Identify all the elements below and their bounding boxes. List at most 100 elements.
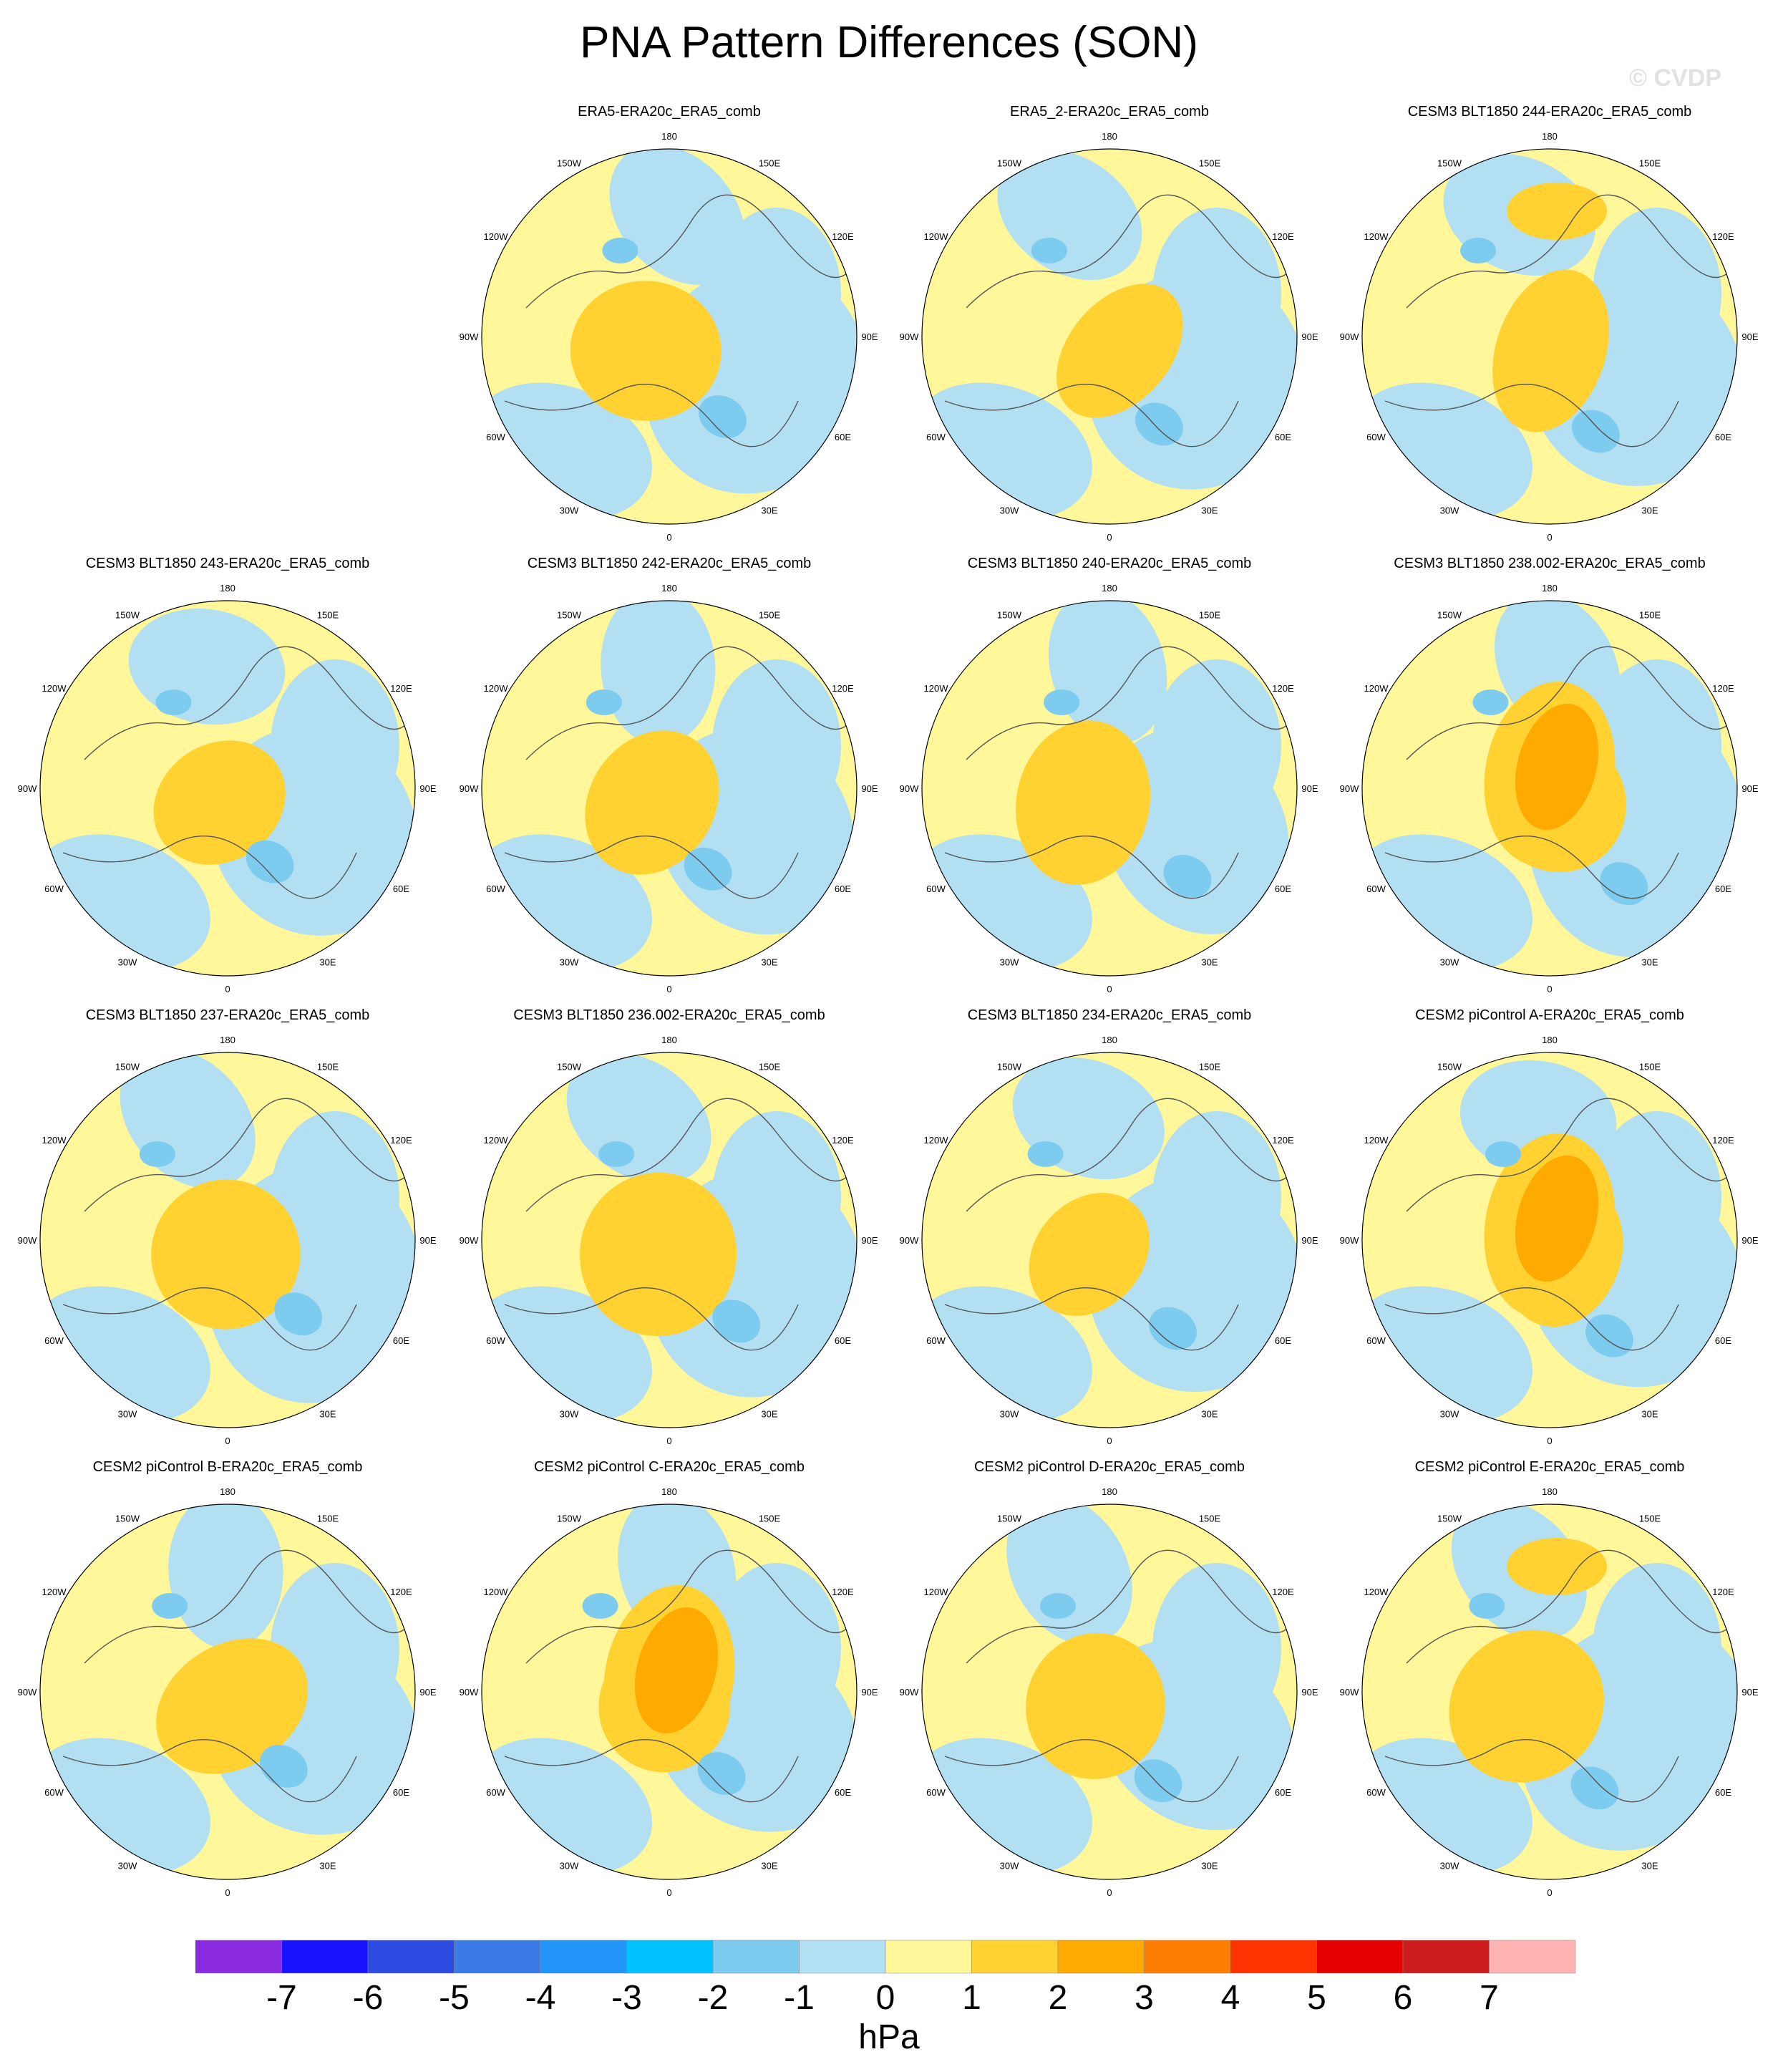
map-panel: CESM2 piControl C-ERA20c_ERA5_comb 180 150…	[460, 1459, 878, 1897]
longitude-label: 90E	[1301, 783, 1318, 794]
longitude-label: 120E	[390, 683, 412, 694]
map-outline	[1361, 1504, 1738, 1880]
panel-title: ERA5_2-ERA20c_ERA5_comb	[1010, 104, 1209, 120]
longitude-label: 120E	[1272, 1587, 1294, 1597]
longitude-label: 90W	[1340, 1235, 1359, 1246]
longitude-label: 120W	[924, 683, 949, 694]
panel-title: CESM3 BLT1850 236.002-ERA20c_ERA5_comb	[513, 1007, 825, 1023]
longitude-label: 90E	[861, 1687, 878, 1698]
colorbar-tick-label: -5	[439, 1979, 470, 2017]
colorbar-box	[454, 1940, 541, 1974]
colorbar-tick-label: -3	[611, 1979, 642, 2017]
longitude-label: 90W	[1340, 783, 1359, 794]
longitude-label: 90W	[460, 1235, 479, 1246]
longitude-label: 30E	[1641, 505, 1658, 515]
longitude-label: 120W	[42, 1587, 67, 1597]
colorbar-box	[1489, 1940, 1576, 1974]
longitude-label: 60W	[926, 1787, 946, 1798]
panel-title: CESM2 piControl D-ERA20c_ERA5_comb	[974, 1459, 1245, 1475]
colorbar-box	[367, 1940, 455, 1974]
colorbar-tick-label: -7	[266, 1979, 297, 2017]
colorbar-tick-label: -4	[525, 1979, 556, 2017]
longitude-label: 60W	[44, 1787, 64, 1798]
panel-title: ERA5-ERA20c_ERA5_comb	[578, 104, 761, 120]
longitude-label: 150W	[557, 1514, 582, 1524]
colorbar-box	[281, 1940, 369, 1974]
longitude-label: 0	[1107, 984, 1112, 994]
map-panel: CESM2 piControl D-ERA20c_ERA5_comb 180 150…	[900, 1459, 1318, 1897]
longitude-label: 0	[666, 1887, 671, 1897]
longitude-label: 150W	[997, 1514, 1022, 1524]
panel-title: CESM2 piControl C-ERA20c_ERA5_comb	[534, 1459, 805, 1475]
colorbar-box	[1402, 1940, 1490, 1974]
longitude-label: 90E	[861, 1235, 878, 1246]
longitude-label: 180	[220, 1035, 235, 1045]
longitude-label: 30E	[1641, 1408, 1658, 1419]
longitude-label: 30E	[1201, 505, 1218, 515]
longitude-label: 60W	[1366, 883, 1386, 894]
longitude-label: 60E	[1715, 883, 1731, 894]
longitude-label: 180	[1542, 1035, 1558, 1045]
longitude-label: 0	[225, 1887, 230, 1897]
longitude-label: 90E	[861, 331, 878, 342]
longitude-label: 90E	[1741, 1235, 1758, 1246]
longitude-label: 0	[225, 984, 230, 994]
longitude-label: 150E	[1639, 1062, 1661, 1073]
anomaly-field	[482, 1504, 857, 1879]
longitude-label: 90E	[1741, 1687, 1758, 1698]
longitude-label: 90W	[460, 1687, 479, 1698]
longitude-label: 60W	[486, 883, 505, 894]
panel-title: CESM2 piControl E-ERA20c_ERA5_comb	[1415, 1459, 1685, 1475]
longitude-label: 90E	[1301, 1687, 1318, 1698]
colorbar-tick-label: 0	[876, 1979, 895, 2017]
longitude-label: 0	[1547, 532, 1552, 543]
longitude-label: 120W	[1364, 231, 1389, 242]
longitude-label: 60W	[1366, 1787, 1386, 1798]
longitude-label: 30W	[1440, 505, 1459, 515]
colorbar-box	[971, 1940, 1059, 1974]
colorbar-box	[885, 1940, 972, 1974]
longitude-label: 120W	[1364, 1135, 1389, 1146]
longitude-label: 30E	[1641, 957, 1658, 967]
map-outline	[481, 1504, 858, 1880]
longitude-label: 30W	[118, 1408, 137, 1419]
colorbar-tick-label: 3	[1135, 1979, 1154, 2017]
longitude-label: 60W	[1366, 1335, 1386, 1346]
longitude-label: 90E	[861, 783, 878, 794]
map-panel: ERA5_2-ERA20c_ERA5_comb 180 150E 120E 90E 60E…	[900, 104, 1318, 543]
panel-title: CESM3 BLT1850 240-ERA20c_ERA5_comb	[968, 556, 1252, 571]
map-panel: CESM3 BLT1850 242-ERA20c_ERA5_comb 180 150…	[460, 556, 878, 994]
map-outline	[481, 148, 858, 525]
longitude-label: 60W	[926, 1335, 946, 1346]
longitude-label: 120W	[1364, 683, 1389, 694]
longitude-label: 150E	[759, 1062, 781, 1073]
longitude-label: 120W	[42, 1135, 67, 1146]
longitude-label: 60E	[393, 1335, 409, 1346]
longitude-label: 150W	[997, 1062, 1022, 1073]
longitude-label: 0	[1547, 1887, 1552, 1897]
longitude-label: 60E	[835, 1787, 851, 1798]
longitude-label: 30W	[1440, 1408, 1459, 1419]
map-outline	[1361, 148, 1738, 525]
longitude-label: 30W	[560, 1408, 579, 1419]
longitude-label: 150W	[557, 1062, 582, 1073]
map-outline	[481, 600, 858, 977]
longitude-label: 150E	[1199, 610, 1221, 621]
longitude-label: 30E	[1641, 1860, 1658, 1871]
longitude-label: 180	[220, 583, 235, 594]
longitude-label: 60W	[926, 432, 946, 442]
longitude-label: 30W	[1000, 957, 1019, 967]
longitude-label: 150E	[317, 610, 339, 621]
longitude-label: 180	[1542, 583, 1558, 594]
longitude-label: 0	[225, 1436, 230, 1446]
longitude-label: 180	[1102, 131, 1117, 142]
panel-title: CESM3 BLT1850 242-ERA20c_ERA5_comb	[528, 556, 812, 571]
longitude-label: 180	[1542, 1486, 1558, 1497]
longitude-label: 150W	[115, 610, 140, 621]
map-outline	[39, 1052, 416, 1428]
longitude-label: 120W	[924, 1135, 949, 1146]
longitude-label: 30E	[319, 1408, 336, 1419]
longitude-label: 180	[1542, 131, 1558, 142]
longitude-label: 90W	[1340, 1687, 1359, 1698]
panel-title: CESM2 piControl A-ERA20c_ERA5_comb	[1415, 1007, 1684, 1023]
